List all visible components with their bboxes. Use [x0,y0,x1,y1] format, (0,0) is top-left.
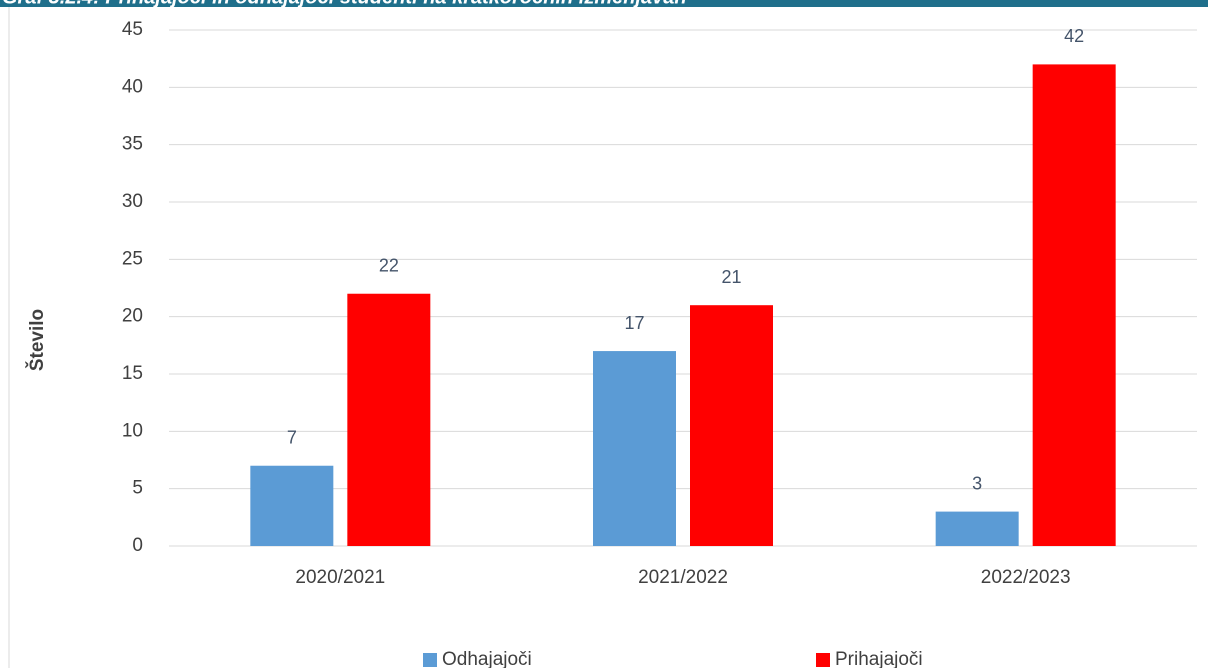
legend-swatch [423,653,437,667]
value-label: 7 [287,427,297,447]
y-tick-label: 15 [122,363,143,384]
y-tick-label: 25 [122,248,143,269]
x-tick-label: 2022/2023 [981,567,1071,588]
bar [250,465,334,546]
x-tick-label: 2020/2021 [295,567,385,588]
bar [935,511,1019,546]
y-tick-label: 20 [122,306,143,327]
title-band [0,0,1208,7]
y-tick-label: 45 [122,19,143,40]
y-tick-label: 30 [122,191,143,212]
value-label: 42 [1064,26,1084,46]
y-tick-label: 40 [122,76,143,97]
chart-title: Graf 3.2.4: Prihajajoči in odhajajoči št… [2,0,687,8]
legend-swatch [816,653,830,667]
bar [1032,64,1116,547]
y-tick-label: 5 [132,478,143,499]
y-axis-label: Število [26,309,48,371]
bar [347,293,431,546]
y-tick-label: 10 [122,420,143,441]
bar [690,305,773,546]
value-label: 21 [721,267,741,287]
value-label: 22 [379,255,399,275]
y-tick-label: 0 [132,535,143,556]
value-label: 3 [972,473,982,493]
value-label: 17 [624,313,644,333]
x-tick-label: 2021/2022 [638,567,728,588]
legend-label: Prihajajoči [835,649,923,668]
legend-label: Odhajajoči [442,649,532,668]
y-tick-label: 35 [122,134,143,155]
bar [593,351,676,546]
